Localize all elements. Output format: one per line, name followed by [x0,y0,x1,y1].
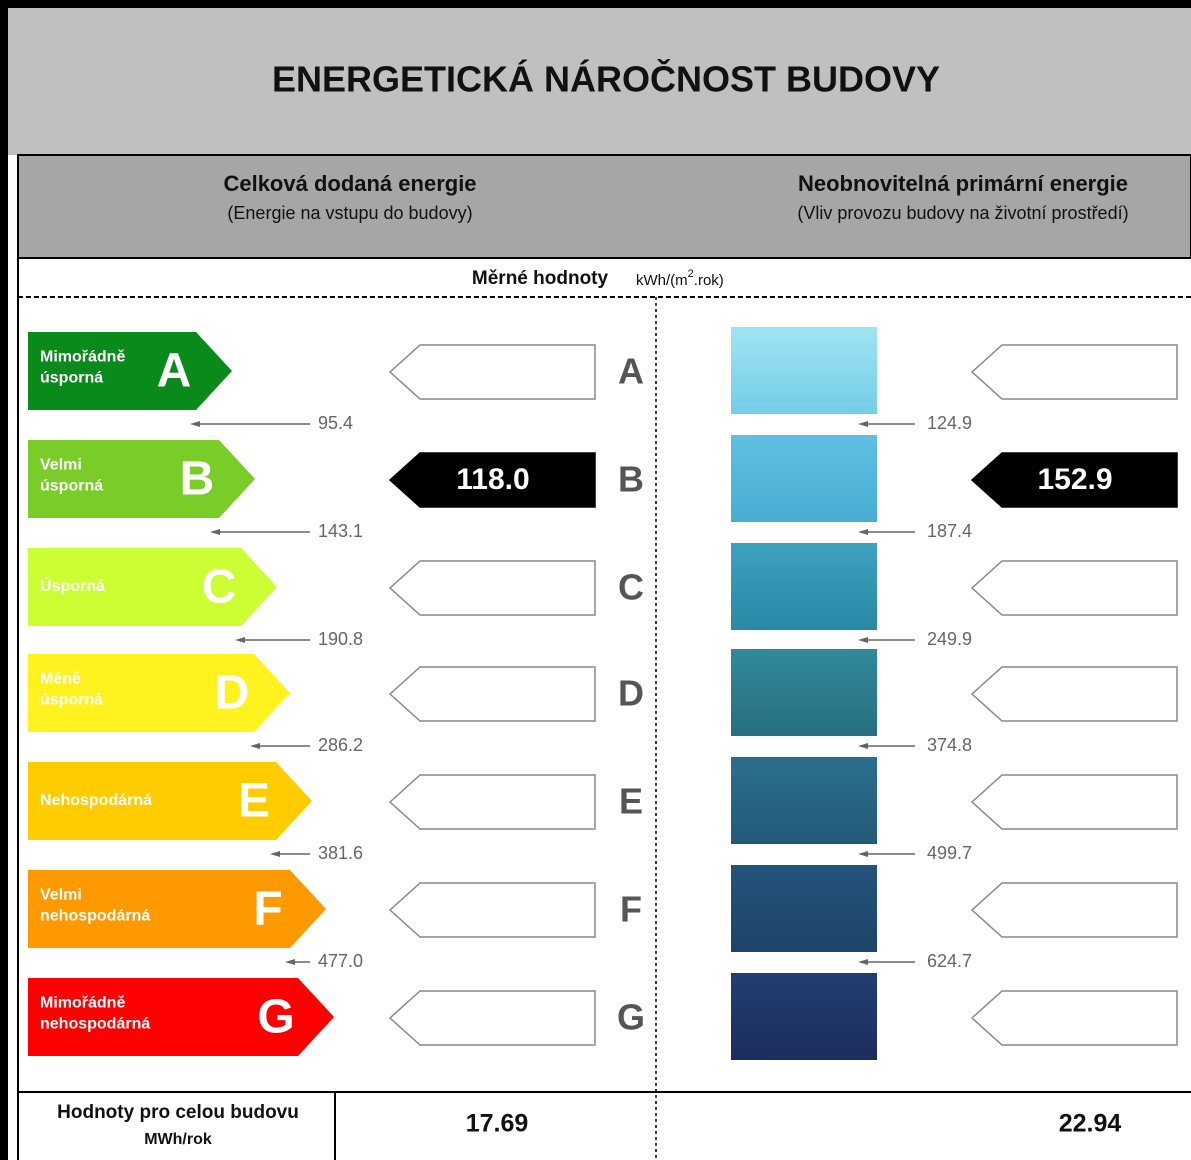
class-letter: B [180,453,215,506]
class-name: nehospodárná [40,908,150,925]
totals-unit: MWh/rok [144,1131,212,1148]
class-box [970,666,1178,722]
title-band [8,8,1191,155]
class-arrow [28,654,290,732]
class-letter: E [238,775,270,828]
total-value: 17.69 [466,1110,529,1138]
arrow-head [270,851,280,857]
class-box [970,560,1178,616]
threshold: 499.7 [927,843,972,863]
class-bar [731,327,877,414]
class-name: Úsporná [40,576,105,595]
class-arrow [28,332,232,410]
class-bar [731,757,877,844]
class-box [388,666,596,722]
left-border [0,0,8,1160]
threshold: 143.1 [318,521,363,541]
class-letter: F [620,889,642,930]
title: ENERGETICKÁ NÁROČNOST BUDOVY [272,58,940,100]
unit-text: kWh/(m [636,272,688,289]
class-box [970,774,1178,830]
arrow-head [250,743,260,749]
class-letter: A [157,345,192,398]
column-subtitle: (Energie na vstupu do budovy) [227,203,472,223]
arrow-head [858,851,868,857]
class-box [388,774,596,830]
class-box [388,344,596,400]
rating-value: 118.0 [456,463,529,496]
class-bar [731,973,877,1060]
column-title: Celková dodaná energie [223,171,476,196]
class-name: Méně [40,671,81,688]
class-name: Velmi [40,887,82,904]
class-box [388,560,596,616]
class-box [970,344,1178,400]
specific-label: Měrné hodnoty [472,268,609,289]
class-name: Mimořádně [40,995,125,1012]
arrow-head [285,959,295,965]
threshold: 286.2 [318,735,363,755]
class-name: úsporná [40,692,103,709]
rating-box [388,452,596,508]
class-name: Mimořádně [40,349,125,366]
unit-sup: 2 [688,268,694,280]
totals-label: Hodnoty pro celou budovu [57,1102,299,1123]
class-name: Nehospodárná [40,792,152,809]
class-letter: C [202,561,237,614]
threshold: 95.4 [318,413,353,433]
total-value: 22.94 [1059,1110,1122,1138]
arrow-head [190,421,200,427]
arrow-head [858,529,868,535]
arrow-head [235,637,245,643]
arrow-head [858,743,868,749]
class-arrow [28,762,312,840]
class-name: Velmi [40,457,82,474]
arrow-head [858,637,868,643]
class-letter: B [618,459,644,500]
class-box [388,990,596,1046]
class-letter: G [257,991,294,1044]
class-arrow [28,978,334,1056]
class-bar [731,865,877,952]
threshold: 190.8 [318,629,363,649]
threshold: 624.7 [927,951,972,971]
class-bar [731,649,877,736]
class-box [388,882,596,938]
specific-unit: kWh/(m2.rok) [636,268,724,289]
class-name: úsporná [40,370,103,387]
class-bar [731,435,877,522]
class-letter: A [618,351,644,392]
top-border [0,0,1191,8]
threshold: 477.0 [318,951,363,971]
column-subtitle: (Vliv provozu budovy na životní prostřed… [797,203,1128,223]
class-letter: F [253,883,282,936]
arrow-head [858,959,868,965]
class-letter: D [215,667,250,720]
class-name: úsporná [40,478,103,495]
class-box [970,882,1178,938]
unit-text: .rok) [694,272,724,289]
rating-value: 152.9 [1037,463,1112,496]
threshold: 249.9 [927,629,972,649]
rating-box [970,452,1178,508]
class-arrow [28,440,255,518]
class-bar [731,543,877,630]
header-band [17,154,1191,259]
class-letter: E [619,781,643,822]
arrow-head [210,529,220,535]
threshold: 374.8 [927,735,972,755]
column-title: Neobnovitelná primární energie [798,171,1128,196]
class-arrow [28,870,326,948]
class-name: nehospodárná [40,1016,150,1033]
threshold: 381.6 [318,843,363,863]
threshold: 187.4 [927,521,972,541]
class-arrow [28,548,277,626]
arrow-head [858,421,868,427]
threshold: 124.9 [927,413,972,433]
class-box [970,990,1178,1046]
class-letter: C [618,567,644,608]
class-letter: D [618,673,644,714]
class-letter: G [617,997,645,1038]
